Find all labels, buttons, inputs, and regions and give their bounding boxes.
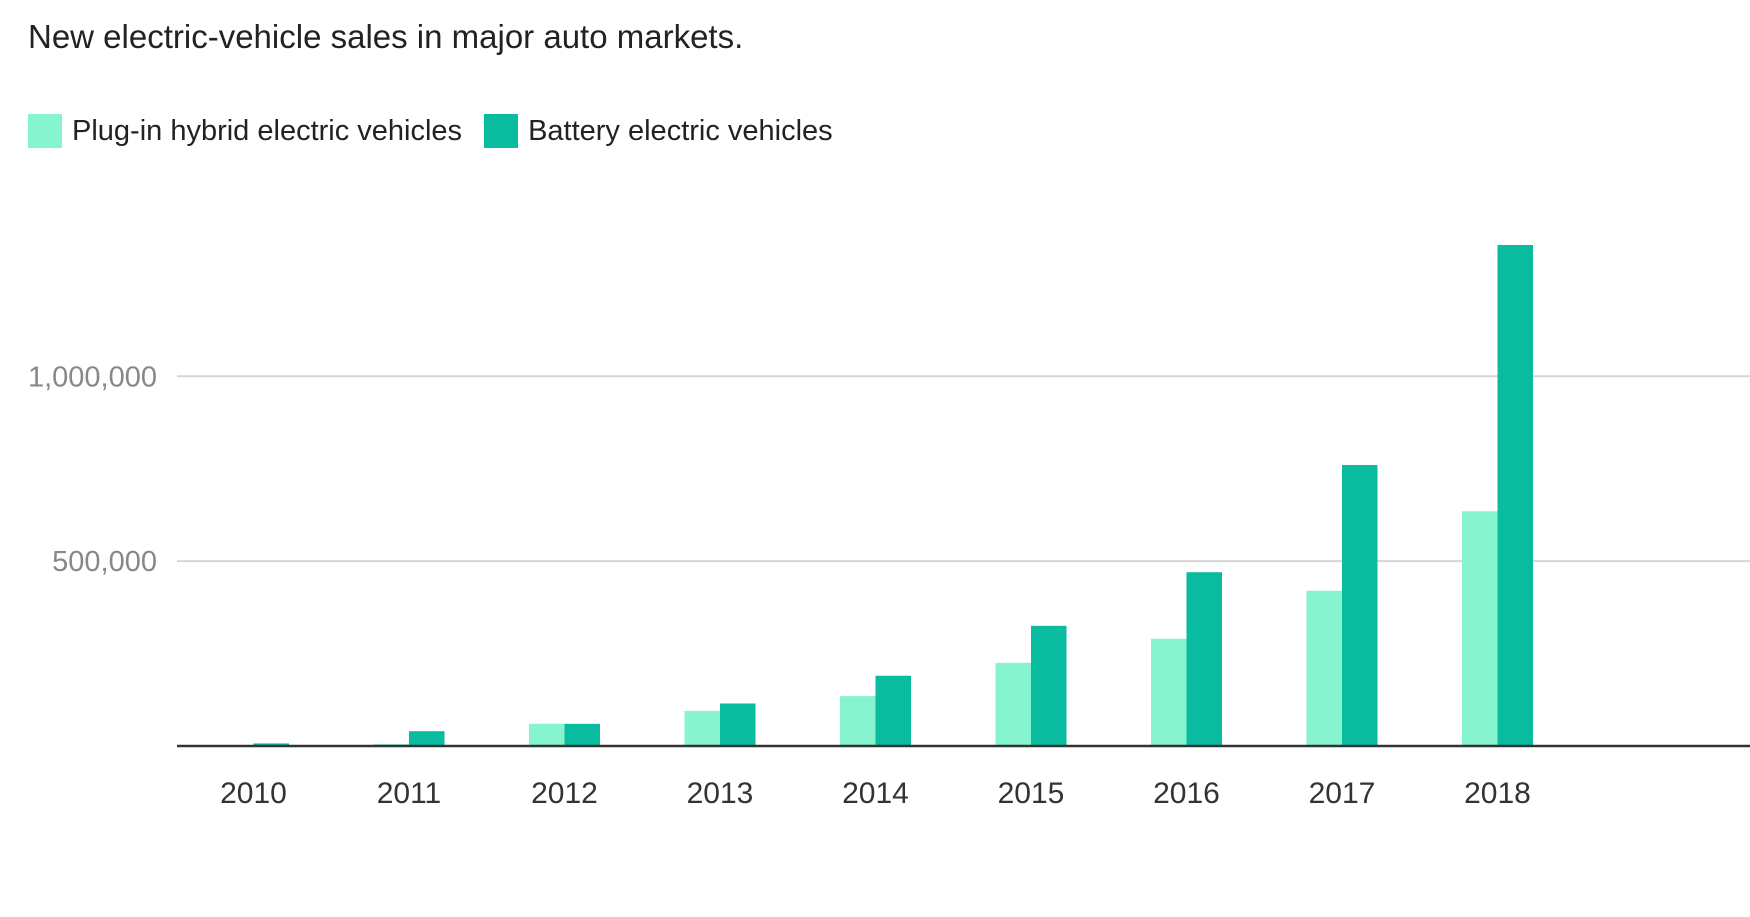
x-tick-label: 2017: [1309, 777, 1376, 810]
legend-item-phev: Plug-in hybrid electric vehicles: [28, 114, 462, 148]
bar-phev: [1306, 590, 1342, 746]
y-tick-label: 500,000: [52, 546, 157, 578]
x-tick-label: 2018: [1464, 777, 1531, 810]
bar-bev: [409, 731, 445, 746]
legend-swatch-phev: [28, 114, 62, 148]
legend-label-bev: Battery electric vehicles: [528, 114, 833, 147]
chart-title: New electric-vehicle sales in major auto…: [28, 18, 744, 55]
x-tick-label: 2011: [377, 777, 442, 810]
bar-phev: [1151, 638, 1187, 746]
legend-label-phev: Plug-in hybrid electric vehicles: [72, 114, 463, 147]
bar-bev: [720, 703, 756, 746]
bar-bev: [1342, 464, 1378, 746]
bar-bev: [564, 723, 600, 746]
legend-swatch-bev: [484, 114, 519, 148]
bar-phev: [529, 723, 565, 746]
x-tick-label: 2015: [998, 777, 1065, 810]
bar-phev: [1462, 511, 1498, 746]
x-tick-label: 2012: [531, 777, 598, 810]
y-tick-label: 1,000,000: [28, 361, 157, 393]
x-tick-label: 2013: [687, 777, 754, 810]
x-tick-label: 2010: [220, 777, 287, 810]
bar-phev: [995, 662, 1031, 746]
bar-bev: [253, 743, 289, 746]
bar-bev: [1497, 245, 1533, 746]
legend: Plug-in hybrid electric vehicles Battery…: [28, 114, 855, 148]
bar-bev: [875, 675, 911, 746]
bar-phev: [684, 710, 720, 746]
x-tick-label: 2014: [842, 777, 909, 810]
bar-bev: [1186, 572, 1222, 746]
bar-bev: [1031, 625, 1067, 746]
bar-phev: [840, 696, 876, 746]
legend-item-bev: Battery electric vehicles: [484, 114, 833, 148]
x-tick-label: 2016: [1153, 777, 1220, 810]
